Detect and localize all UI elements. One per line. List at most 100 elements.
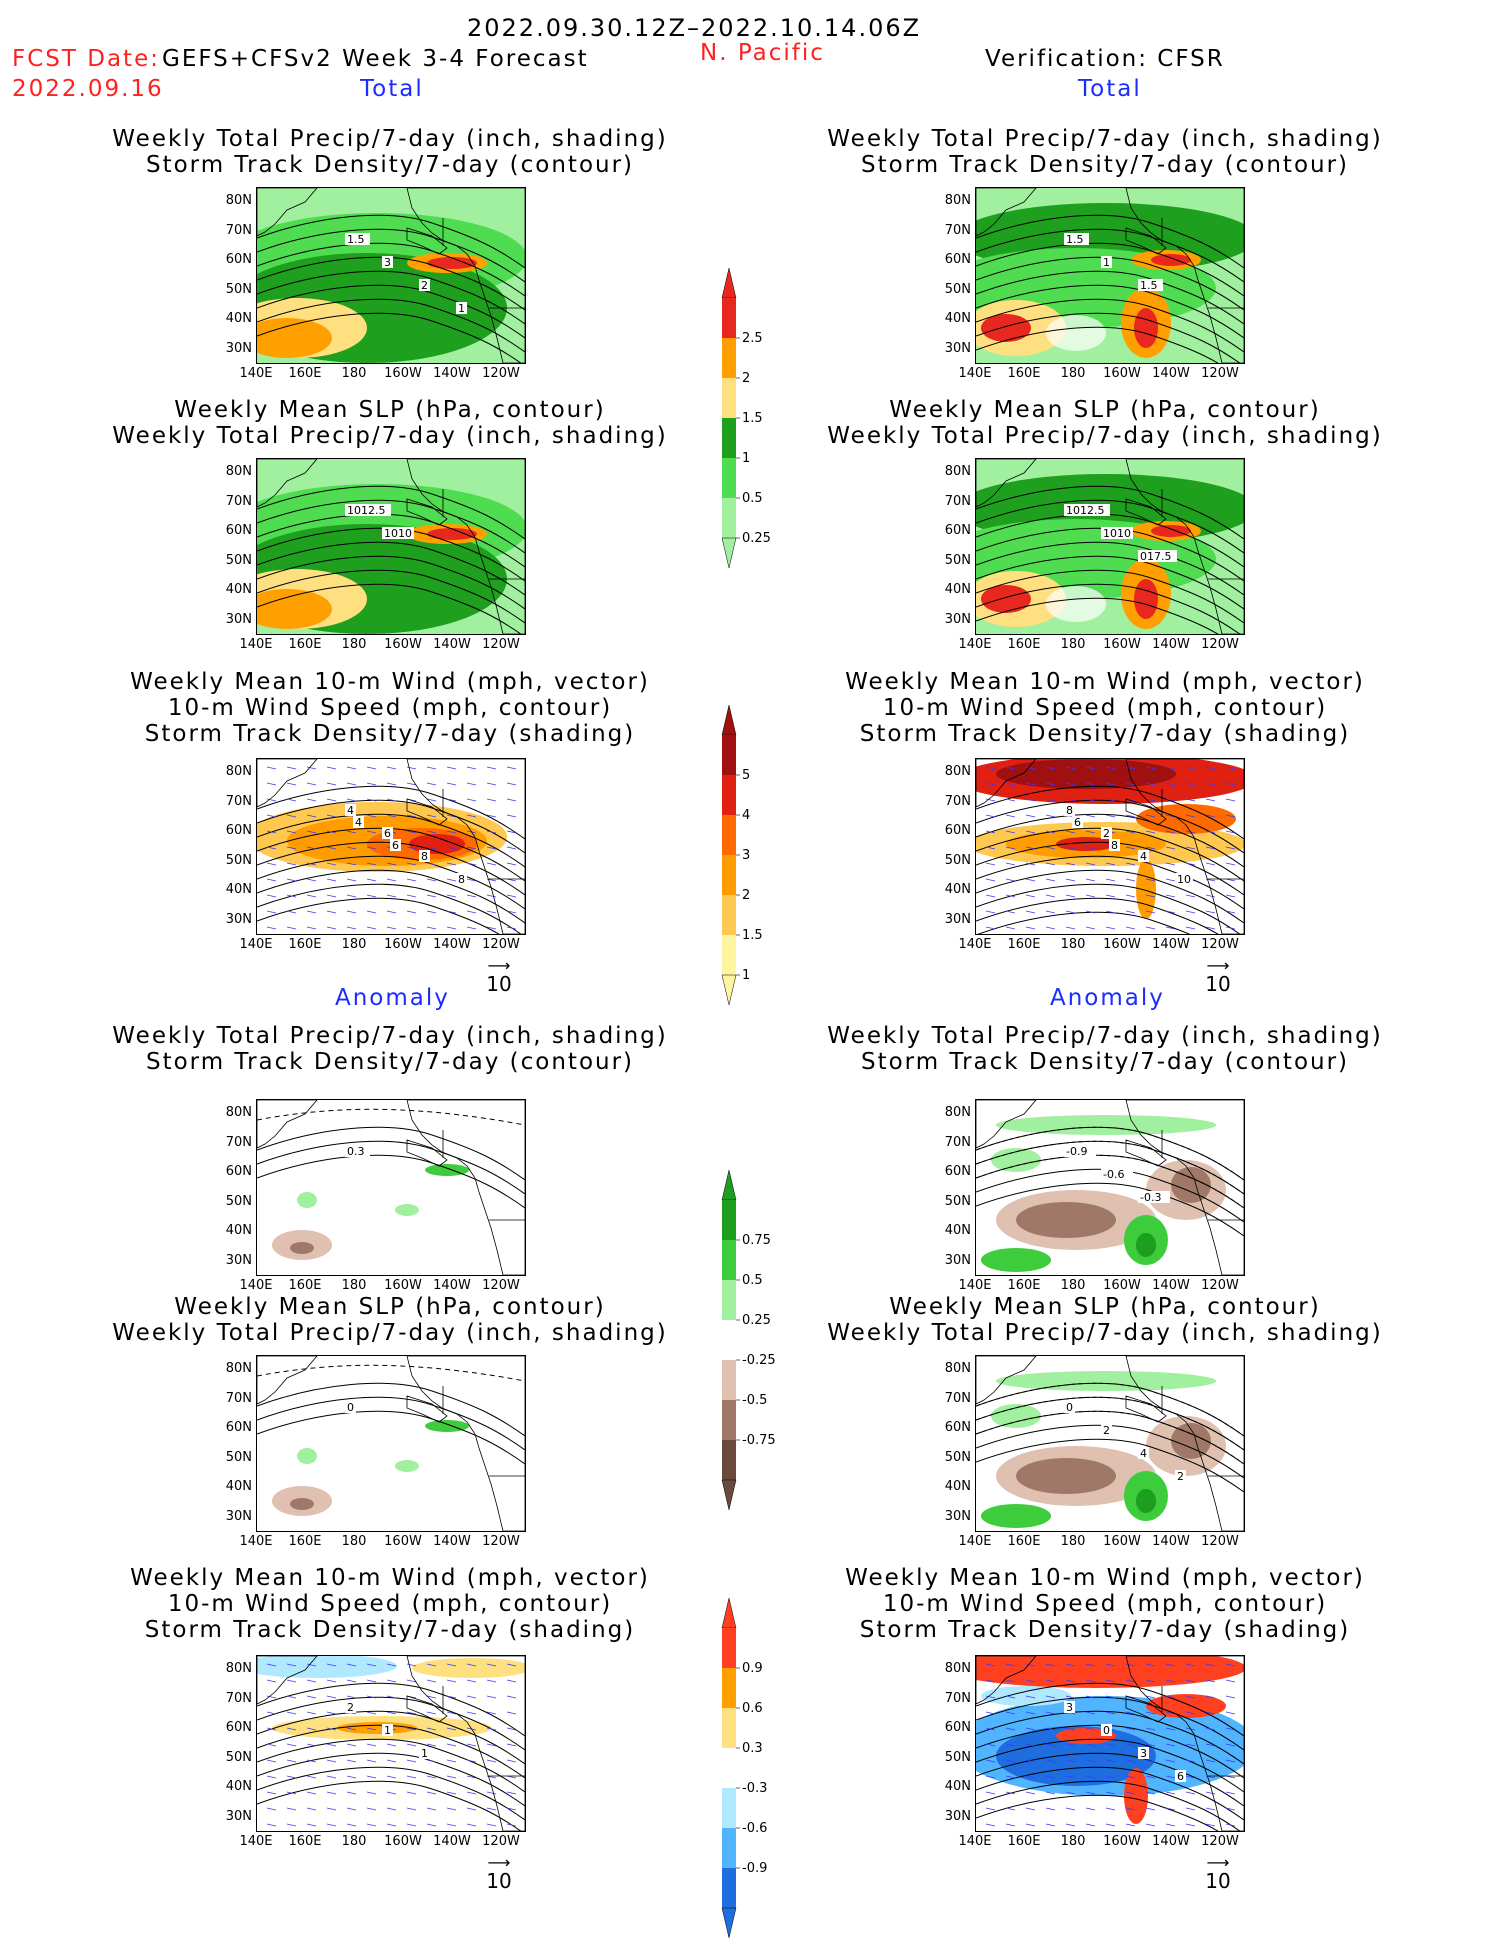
colorbar-segment [722,1280,736,1320]
lon-tick-label: 140W [433,637,471,652]
lon-tick-label: 120W [482,1834,520,1849]
lat-tick-label: 80N [944,1361,971,1376]
colorbar-label: 0.9 [742,1661,763,1676]
svg-text:6: 6 [392,839,399,852]
colorbar-segment [722,338,736,378]
lon-tick-label: 140W [433,1834,471,1849]
title-ob-anom-slp-1: Weekly Mean SLP (hPa, contour) [889,1294,1321,1320]
lat-tick-label: 40N [225,882,252,897]
lat-tick-label: 50N [944,1193,971,1209]
contour-label: 2 [345,1701,356,1714]
lat-tick-label: 50N [944,281,971,297]
svg-text:8: 8 [1111,839,1118,852]
lon-tick-label: 140E [239,637,273,652]
colorbar-segment [722,775,736,815]
lon-tick-label: 140E [958,1278,992,1293]
section-anomaly-left: Anomaly [335,985,450,1011]
title-ob-total-wind-1: Weekly Mean 10-m Wind (mph, vector) [845,669,1365,695]
svg-text:3: 3 [1066,1701,1073,1714]
lon-tick-label: 160W [1103,1534,1141,1549]
title-ob-anom-precip-2: Storm Track Density/7-day (contour) [860,1049,1350,1075]
contour-label: 3 [1138,1747,1149,1760]
lat-tick-label: 80N [225,1105,252,1120]
svg-text:-0.6: -0.6 [1103,1168,1124,1181]
lon-tick-label: 140E [239,1534,273,1549]
lat-tick-label: 50N [225,852,252,868]
lat-tick-label: 80N [225,1661,252,1676]
lat-tick-label: 70N [225,222,252,238]
map-fc-total-precip: 1.5 3 2 1 [256,187,526,364]
svg-text:1010: 1010 [1103,527,1131,540]
lon-tick-label: 120W [482,366,520,381]
colorbar-segment [722,1400,736,1440]
lon-tick-label: 160E [1007,937,1041,952]
lon-tick-label: 160E [1007,1834,1041,1849]
lon-tick-label: 140E [958,1534,992,1549]
lat-tick-label: 50N [944,1449,971,1465]
svg-text:8: 8 [1066,804,1073,817]
title-ob-anom-wind-3: Storm Track Density/7-day (shading) [859,1617,1351,1643]
contour-label: 2 [1101,827,1112,840]
map-fc-anom-precip: 0.3 [256,1099,526,1276]
lat-tick-label: 70N [225,1690,252,1706]
svg-text:3: 3 [384,256,391,269]
fcst-date: 2022.09.16 [12,76,164,102]
map-fc-anom-slp: 0 [256,1355,526,1532]
lat-tick-label: 50N [225,1449,252,1465]
svg-text:1010: 1010 [384,527,412,540]
contour-label: 1010 [382,527,414,540]
lat-tick-label: 30N [944,1808,971,1824]
contour-label: 6 [1175,1770,1186,1783]
lat-tick-label: 30N [944,1508,971,1524]
contour-label: -0.9 [1064,1145,1096,1158]
lon-tick-label: 160E [288,1534,322,1549]
contour-label: 1.5 [1064,233,1089,246]
colorbar-segment [722,458,736,498]
colorbar-label: -0.5 [742,1393,767,1408]
colorbar-label: 0.25 [742,531,771,546]
contour-label: 2 [1175,1470,1186,1483]
lon-tick-label: 140E [958,366,992,381]
lat-tick-label: 60N [944,823,971,838]
lon-tick-label: 140E [239,1834,273,1849]
title-fc-anom-wind-3: Storm Track Density/7-day (shading) [144,1617,636,1643]
lat-tick-label: 80N [944,464,971,479]
lon-tick-label: 140W [1152,937,1190,952]
contour-label: 1012.5 [345,504,391,517]
lon-tick-label: 160E [1007,637,1041,652]
svg-text:2: 2 [1103,827,1110,840]
svg-text:017.5: 017.5 [1140,550,1172,563]
lat-tick-label: 50N [944,852,971,868]
colorbar-label: 2 [742,888,750,903]
lat-tick-label: 30N [225,340,252,356]
colorbar-label: 0.6 [742,1701,763,1716]
svg-text:-0.3: -0.3 [1140,1191,1161,1204]
region-label: N. Pacific [700,40,825,66]
map-ob-total-precip: 1.5 1 1.5 [975,187,1245,364]
colorbar-segment [722,1748,736,1788]
colorbar-label: 4 [742,808,750,823]
lon-tick-label: 160W [384,1534,422,1549]
lon-tick-label: 160W [1103,1278,1141,1293]
lat-tick-label: 80N [944,193,971,208]
svg-text:1.5: 1.5 [1140,279,1158,292]
colorbar-segment [722,1440,736,1480]
contour-label: 3 [382,256,393,269]
lat-tick-label: 70N [944,793,971,809]
contour-label: 8 [419,850,430,863]
lon-tick-label: 180 [1060,1834,1086,1849]
contour-label: 4 [345,804,356,817]
title-ob-anom-wind-2: 10-m Wind Speed (mph, contour) [882,1591,1328,1617]
contour-label: 0 [345,1401,356,1414]
colorbar-label: 1.5 [742,411,763,426]
map-ob-total-slp: 1012.5 1010 017.5 [975,458,1245,635]
lon-tick-label: 160E [288,366,322,381]
lon-tick-label: 160W [384,937,422,952]
colorbar-precip-total: 2.5 2 1.5 1 0.5 0.25 [720,267,810,582]
lon-tick-label: 160W [1103,1834,1141,1849]
contour-label: -0.6 [1101,1168,1133,1181]
lon-tick-label: 160W [1103,366,1141,381]
lon-tick-label: 140E [958,937,992,952]
lon-tick-label: 120W [482,637,520,652]
svg-text:8: 8 [458,873,465,886]
